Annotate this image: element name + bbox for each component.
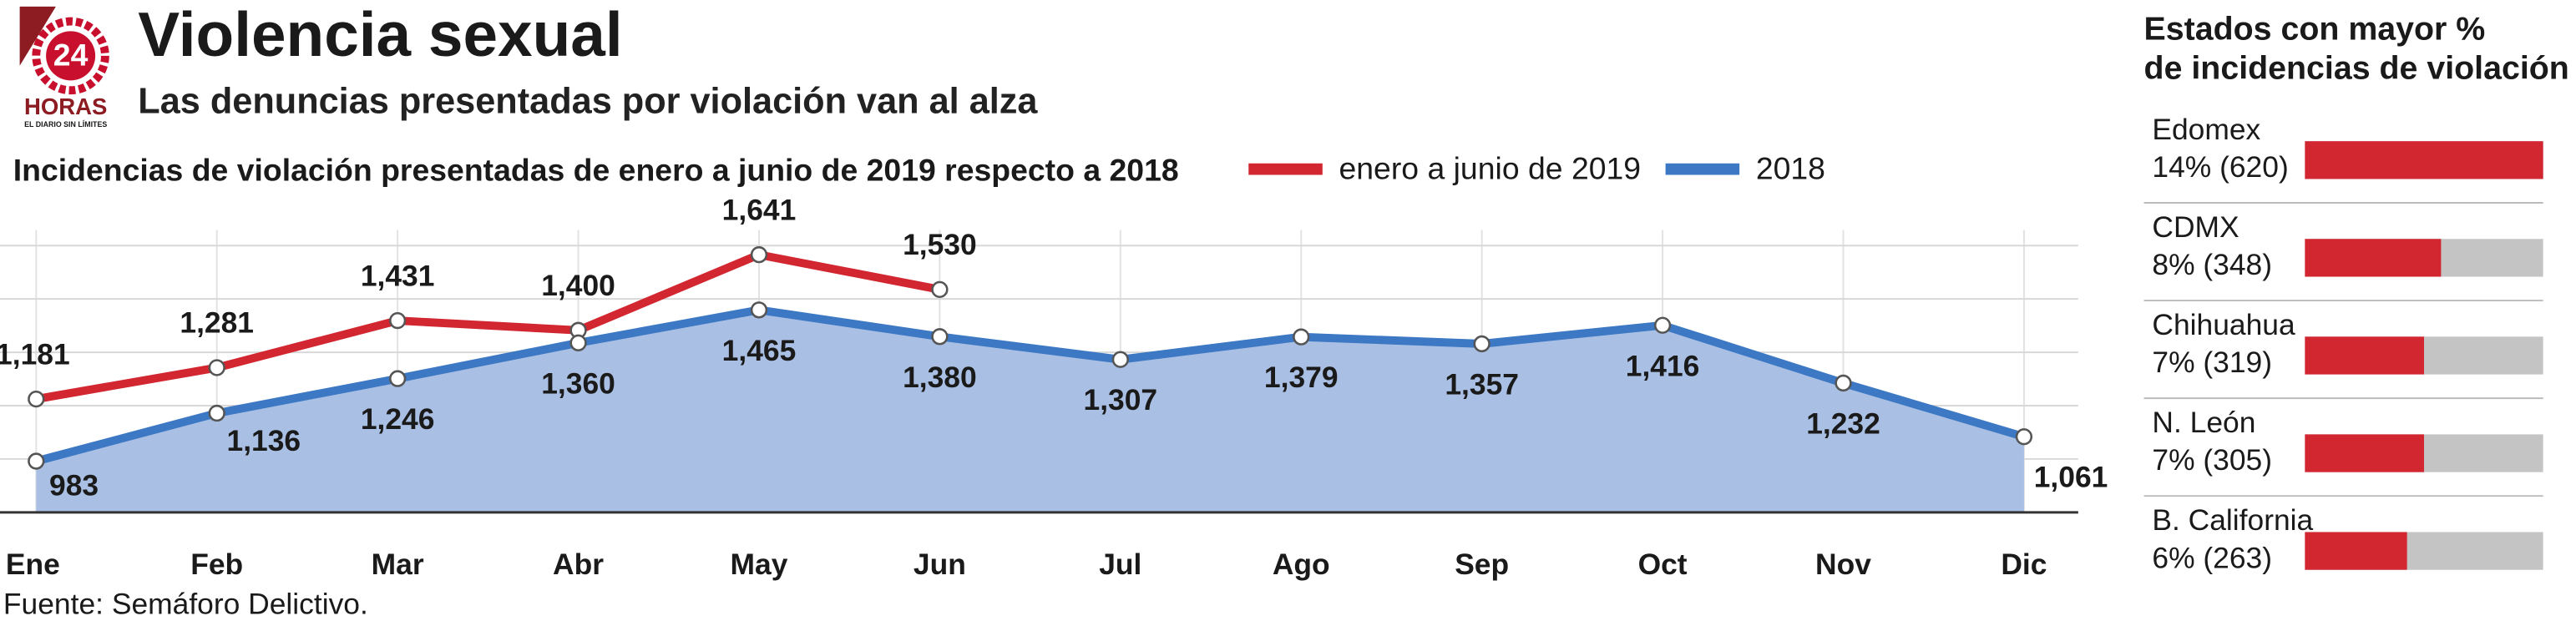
- source: Fuente: Semáforo Delictivo.: [3, 587, 368, 620]
- data-label: 983: [49, 468, 99, 502]
- point: [931, 280, 949, 299]
- data-label: 1,416: [1626, 349, 1700, 382]
- category-label: Chihuahua: [2152, 308, 2295, 341]
- data-label: 1,379: [1264, 361, 1339, 394]
- logo-flag: [19, 6, 56, 66]
- point: [388, 370, 407, 387]
- data-label: 1,380: [903, 361, 977, 394]
- x-tick-label: Dic: [2001, 548, 2047, 581]
- value-label: 7% (305): [2152, 443, 2272, 477]
- x-tick-label: May: [731, 548, 788, 581]
- point: [569, 334, 587, 351]
- point: [1473, 335, 1490, 353]
- data-label: 1,357: [1445, 367, 1519, 401]
- series-line: [35, 305, 2026, 466]
- bar: [2305, 532, 2407, 570]
- legend-label: enero a junio de 2019: [1339, 150, 1641, 185]
- chart-title: Incidencias de violación presentadas de …: [13, 152, 1179, 187]
- point: [1835, 374, 1852, 392]
- x-tick-label: Nov: [1815, 548, 1871, 581]
- data-label: 1,400: [541, 269, 615, 302]
- data-label: 1,281: [180, 306, 254, 340]
- subtitle: Las denuncias presentadas por violación …: [138, 81, 1038, 121]
- series-line: [35, 250, 941, 403]
- logo-disc: [46, 31, 96, 81]
- value-label: 7% (319): [2152, 346, 2272, 379]
- line-chart: 1,181 1,281 1,431 1,400 1,641 1,530 983 1,136 1,…: [0, 150, 2108, 581]
- x-tick-label: Jun: [913, 548, 966, 581]
- data-label: 1,360: [541, 366, 615, 400]
- point: [388, 311, 407, 330]
- bar: [2305, 141, 2543, 179]
- data-label: 1,246: [361, 402, 435, 436]
- x-tick-label: Oct: [1638, 548, 1688, 581]
- legend-label: 2018: [1756, 150, 1825, 185]
- side-title-line: Estados con mayor %: [2144, 11, 2486, 48]
- title: Violencia sexual: [138, 0, 622, 69]
- point: [1653, 316, 1672, 334]
- point: [1111, 351, 1129, 368]
- data-label: 1,465: [722, 334, 797, 367]
- bar: [2305, 336, 2425, 375]
- x-tick-label: Sep: [1455, 548, 1509, 581]
- point: [1293, 328, 1310, 346]
- data-label: 1,431: [361, 259, 435, 292]
- bar-chart: Edomex 14% (620) CDMX 8% (348) Chihuahua 7% (…: [2143, 113, 2543, 574]
- category-label: B. California: [2152, 503, 2313, 537]
- category-label: Edomex: [2152, 113, 2260, 146]
- point: [2015, 428, 2033, 446]
- point: [208, 404, 225, 422]
- point: [750, 246, 768, 264]
- bar: [2305, 434, 2425, 472]
- data-label: 1,307: [1084, 383, 1158, 416]
- point: [931, 328, 949, 346]
- data-label: 1,232: [1806, 406, 1880, 440]
- value-label: 8% (348): [2152, 248, 2272, 281]
- category-label: CDMX: [2152, 210, 2239, 244]
- point: [208, 359, 225, 376]
- data-label: 1,181: [0, 337, 70, 371]
- bar: [2305, 239, 2442, 277]
- point: [28, 452, 45, 470]
- area: [36, 310, 2024, 512]
- x-tick-label: Jul: [1099, 548, 1141, 581]
- logo: 24 HORAS EL DIARIO SIN LÍMITES: [19, 6, 109, 129]
- x-tick-label: Mar: [372, 548, 424, 581]
- x-tick-label: Abr: [553, 548, 604, 581]
- data-label: 1,530: [903, 228, 977, 261]
- value-label: 6% (263): [2152, 541, 2272, 574]
- side-title: Estados con mayor % de incidencias de vio…: [2144, 11, 2569, 87]
- value-label: 14% (620): [2152, 150, 2288, 184]
- x-tick-label: Ene: [6, 548, 60, 581]
- data-label: 1,061: [2034, 461, 2108, 494]
- side-title-line: de incidencias de violación: [2144, 50, 2569, 87]
- data-label: 1,136: [227, 424, 301, 457]
- category-label: N. León: [2152, 406, 2255, 439]
- x-tick-label: Ago: [1273, 548, 1330, 581]
- logo-name: HORAS: [24, 93, 107, 119]
- logo-number: 24: [53, 38, 89, 73]
- data-label: 1,641: [722, 193, 797, 226]
- point: [750, 301, 768, 319]
- point: [28, 390, 45, 408]
- logo-tagline: EL DIARIO SIN LÍMITES: [24, 120, 107, 129]
- x-tick-label: Feb: [190, 548, 243, 581]
